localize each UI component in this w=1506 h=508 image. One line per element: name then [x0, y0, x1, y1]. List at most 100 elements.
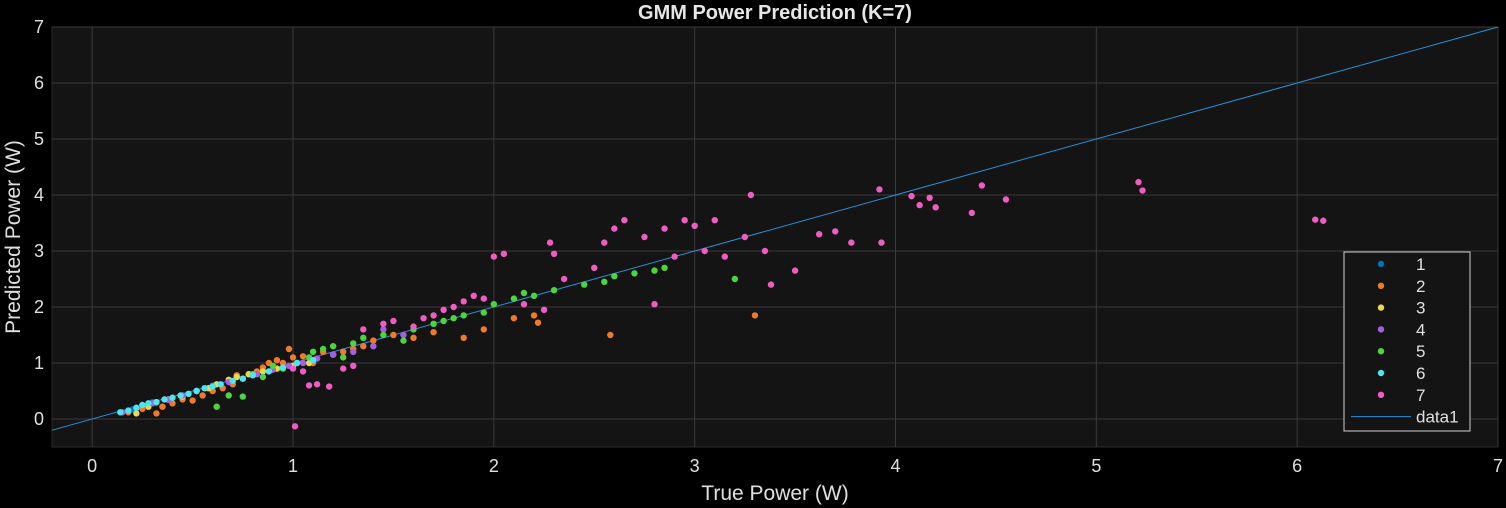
x-tick-label: 5 [1091, 456, 1101, 476]
legend-marker-1 [1377, 260, 1385, 268]
data-point-series-4 [350, 348, 357, 355]
y-tick-label: 7 [34, 17, 44, 37]
data-point-series-5 [460, 312, 467, 319]
legend-label-6: 6 [1416, 364, 1425, 383]
y-tick-label: 6 [34, 73, 44, 93]
data-point-series-7 [350, 362, 357, 369]
data-point-series-2 [153, 410, 160, 417]
data-point-series-6 [169, 394, 176, 401]
data-point-series-5 [319, 345, 327, 353]
data-point-series-7 [832, 228, 839, 235]
plot-area [51, 26, 1499, 448]
x-tick-label: 1 [288, 456, 298, 476]
data-point-series-7 [1002, 196, 1010, 203]
x-tick-label: 4 [890, 456, 900, 476]
data-point-series-6 [117, 409, 124, 416]
data-point-series-7 [289, 365, 297, 372]
data-point-series-7 [691, 222, 698, 229]
data-point-series-7 [440, 306, 447, 313]
data-point-series-5 [731, 275, 739, 283]
legend-box [1343, 251, 1471, 432]
data-point-series-3 [133, 410, 140, 417]
data-point-series-2 [607, 331, 614, 339]
data-point-series-4 [380, 326, 387, 333]
data-point-series-5 [450, 315, 457, 322]
data-point-series-6 [229, 377, 236, 385]
y-axis-label: Predicted Power (W) [2, 140, 25, 334]
data-point-series-4 [299, 359, 307, 367]
data-point-series-6 [209, 383, 216, 390]
x-tick-label: 2 [489, 456, 499, 476]
legend-marker-7 [1377, 391, 1385, 398]
data-point-series-5 [309, 348, 317, 355]
legend-label-3: 3 [1416, 299, 1425, 318]
data-point-series-2 [751, 312, 759, 319]
data-point-series-7 [546, 239, 554, 246]
data-point-series-7 [978, 182, 986, 189]
data-point-series-4 [400, 331, 407, 339]
data-point-series-7 [932, 204, 939, 211]
data-point-series-2 [340, 348, 347, 355]
data-point-series-7 [848, 239, 855, 246]
data-point-series-7 [430, 312, 437, 319]
tick-labels: 0 1 2 3 4 5 6 7 0 1 2 3 4 5 6 7 [34, 17, 1503, 476]
data-point-series-2 [430, 329, 437, 336]
data-point-series-5 [480, 309, 487, 316]
data-point-series-7 [390, 317, 397, 325]
grid-lines [52, 26, 1499, 447]
data-point-series-2 [534, 319, 542, 326]
data-point-series-6 [265, 368, 273, 375]
y-tick-label: 0 [34, 409, 44, 429]
legend-label-2: 2 [1416, 277, 1425, 296]
data-point-series-2 [410, 334, 417, 341]
legend-label-5: 5 [1416, 342, 1425, 361]
data-point-series-7 [500, 250, 508, 257]
data-point-series-6 [145, 400, 152, 407]
legend-label-1: 1 [1416, 255, 1425, 274]
legend-label-7: 7 [1416, 386, 1425, 405]
data-point-series-5 [380, 331, 387, 339]
data-point-series-7 [701, 247, 708, 255]
data-point-series-6 [249, 372, 257, 379]
data-point-series-2 [299, 353, 307, 360]
data-point-series-7 [560, 275, 568, 283]
legend-marker-3 [1377, 304, 1385, 311]
data-point-series-7 [815, 231, 823, 238]
data-point-series-5 [340, 354, 347, 361]
data-point-series-2 [199, 392, 206, 399]
data-point-series-7 [460, 298, 467, 305]
data-point-series-7 [661, 225, 668, 232]
data-point-series-5 [440, 317, 447, 325]
data-point-series-7 [470, 292, 477, 299]
y-tick-label: 3 [34, 241, 44, 261]
data-point-series-7 [299, 368, 307, 375]
data-point-series-7 [741, 233, 749, 241]
data-point-series-6 [239, 375, 246, 382]
data-point-series-5 [360, 334, 367, 341]
data-point-series-2 [273, 357, 281, 364]
data-point-series-7 [313, 381, 321, 388]
data-point-series-5 [651, 267, 658, 274]
data-point-series-7 [305, 382, 313, 389]
data-point-series-2 [285, 345, 293, 353]
data-point-series-6 [279, 364, 287, 371]
data-point-series-5 [510, 295, 518, 302]
data-point-series-2 [460, 334, 467, 341]
data-point-series-7 [540, 306, 548, 313]
data-point-series-6 [161, 396, 168, 403]
data-point-series-3 [233, 373, 240, 381]
data-point-series-7 [591, 264, 598, 271]
data-point-series-2 [480, 326, 487, 333]
data-point-series-5 [631, 270, 638, 277]
x-tick-label: 6 [1292, 456, 1302, 476]
legend-marker-6 [1377, 369, 1385, 377]
x-tick-label: 7 [1493, 456, 1503, 476]
data-point-series-7 [480, 295, 487, 302]
y-tick-label: 2 [34, 297, 44, 317]
data-point-series-7 [380, 320, 387, 327]
data-point-series-5 [550, 287, 558, 294]
legend-label-4: 4 [1416, 320, 1425, 339]
data-point-series-2 [279, 359, 287, 367]
data-point-series-7 [550, 250, 558, 257]
